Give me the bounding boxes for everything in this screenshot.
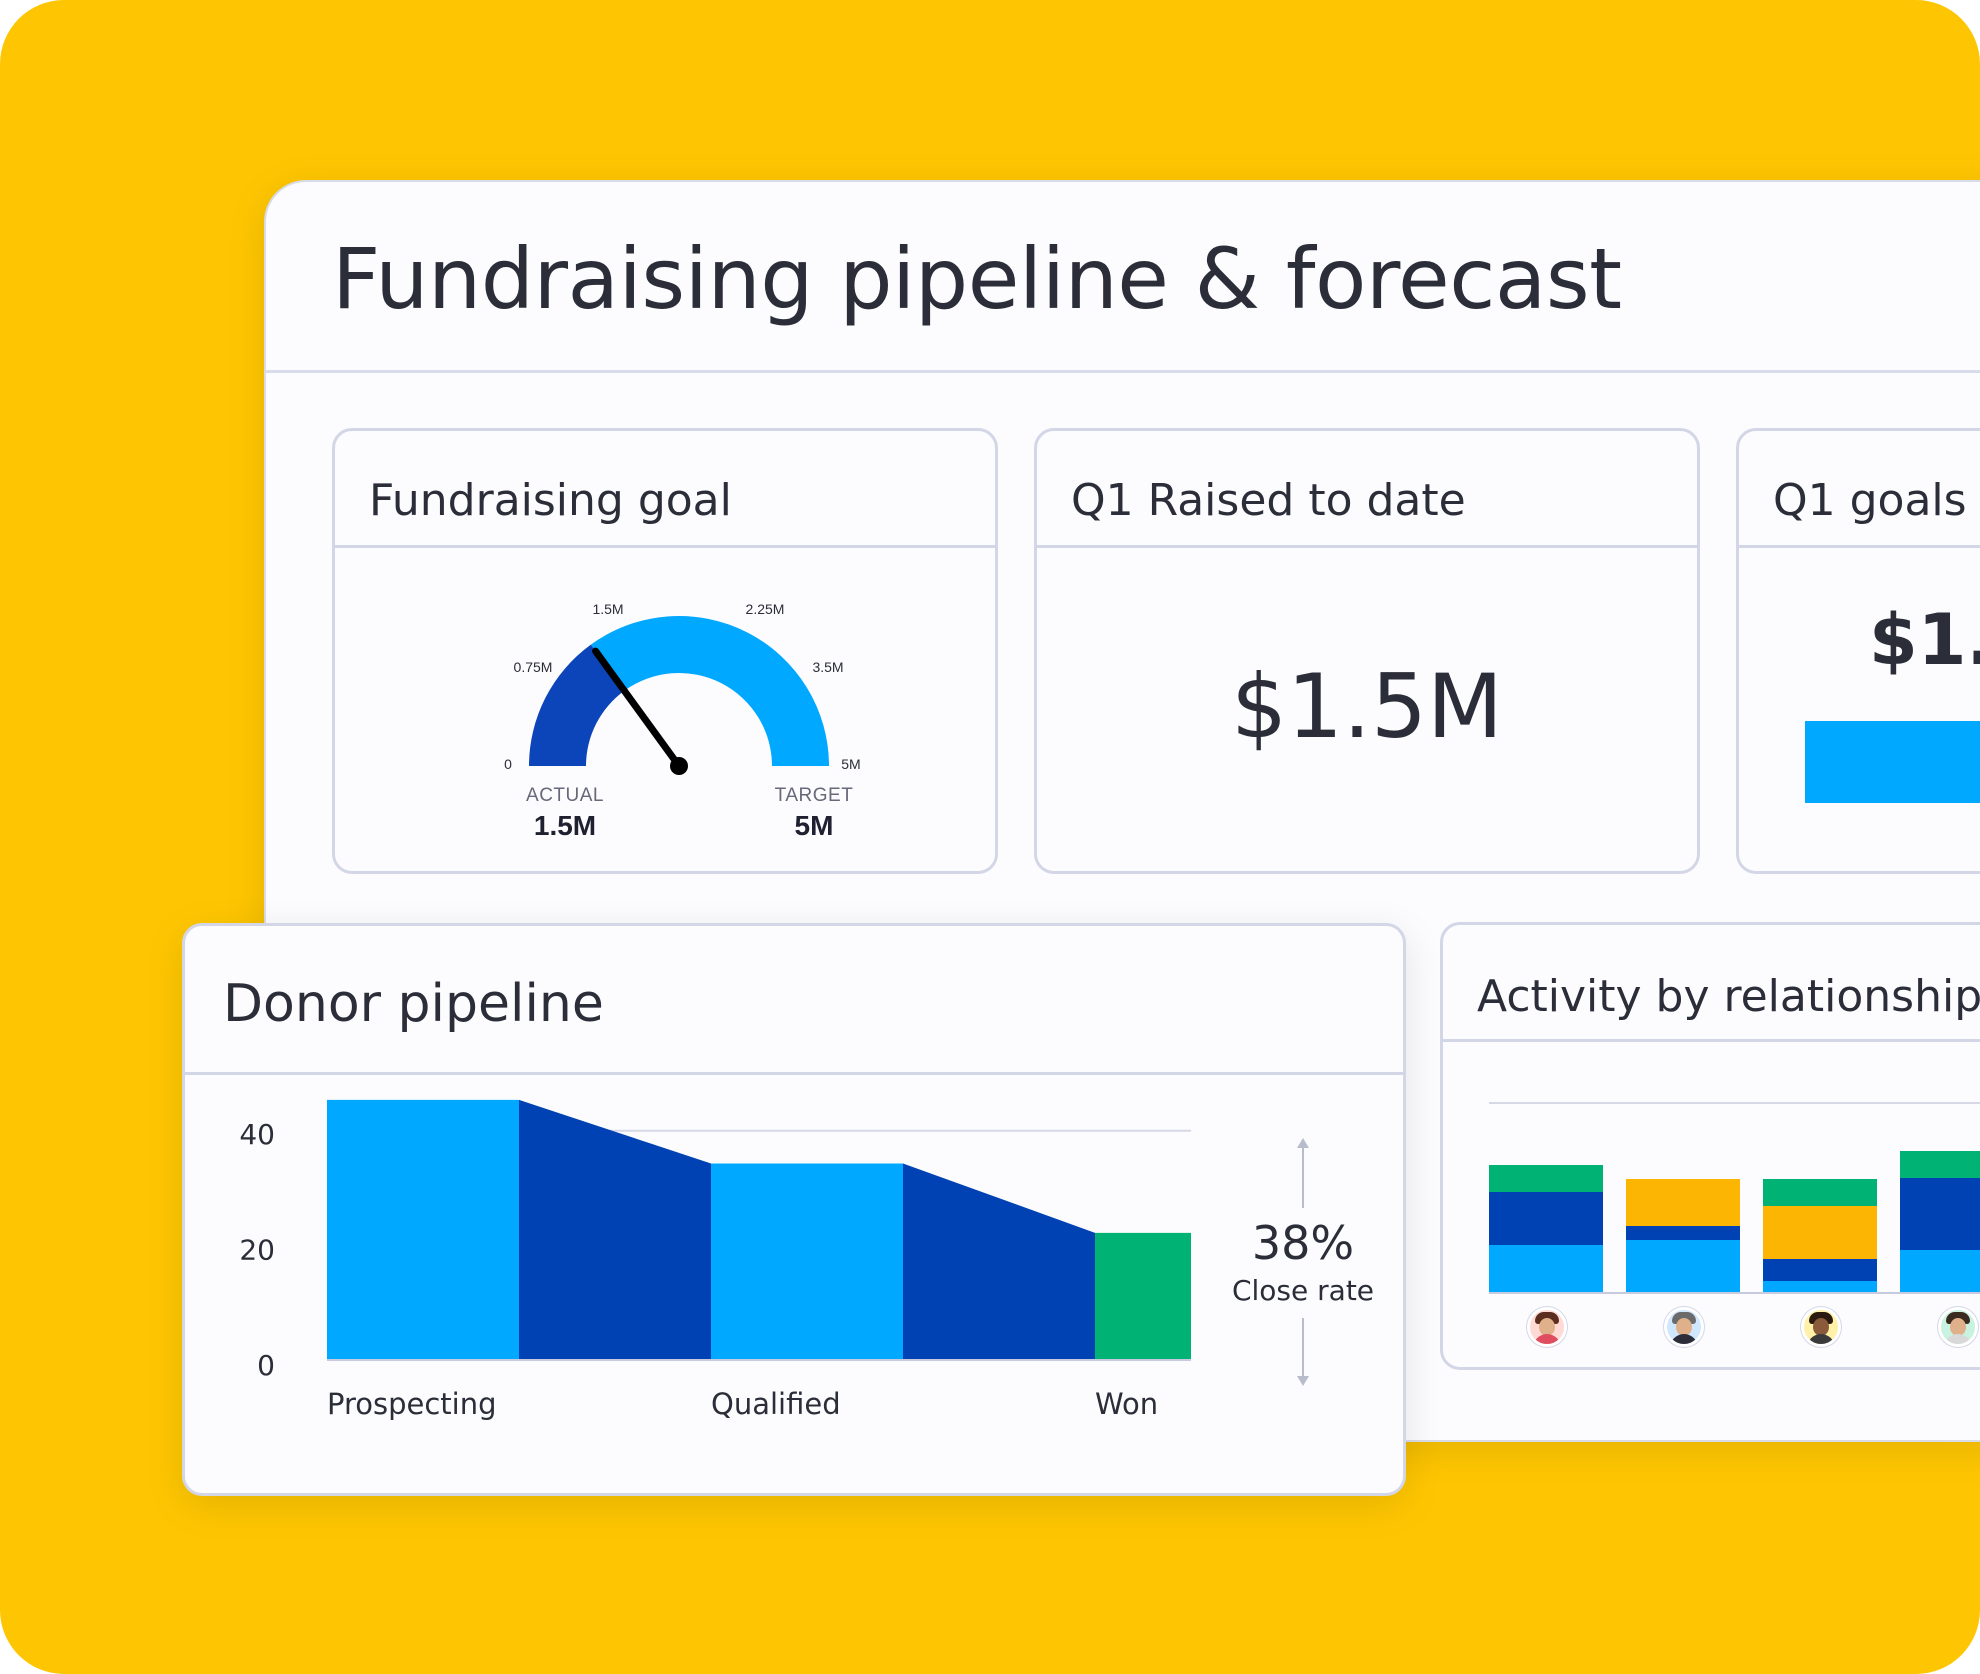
- fundraising-goal-widget[interactable]: Fundraising goal 0 0.75M 1.5M 2.25M 3.5M…: [332, 428, 998, 874]
- avatar-face: [1539, 1318, 1555, 1336]
- gauge-tick-label: 3.5M: [812, 659, 843, 675]
- target-value: 5M: [795, 810, 834, 841]
- gauge-tick-label: 0.75M: [514, 659, 553, 675]
- gauge-remaining-arc: [590, 616, 829, 766]
- pipeline-chart: 40 20 0 Prospecting Qualified Won 38% Close rat…: [239, 1099, 1374, 1421]
- activity-bar-segment: [1489, 1165, 1603, 1192]
- pipeline-segment: [903, 1163, 1095, 1360]
- activity-bar-segment: [1626, 1226, 1740, 1240]
- avatar-face: [1813, 1318, 1829, 1336]
- avatar-shirt: [1533, 1334, 1561, 1344]
- activity-bar-segment: [1900, 1178, 1980, 1250]
- avatar-shirt: [1807, 1334, 1835, 1344]
- y-tick-label: 0: [257, 1349, 275, 1382]
- gauge-max-label: 5M: [841, 756, 860, 772]
- q1-goals-progress-bar: [1805, 721, 1980, 803]
- title-divider: [266, 370, 1980, 373]
- widget-title: Fundraising goal: [369, 475, 732, 526]
- gauge-tick-label: 2.25M: [746, 601, 785, 617]
- avatar-person-2[interactable]: [1664, 1307, 1704, 1347]
- close-rate-value: 38%: [1252, 1216, 1354, 1270]
- avatar-person-4[interactable]: [1938, 1307, 1978, 1347]
- activity-bar-segment: [1763, 1206, 1877, 1259]
- q1-goals-widget[interactable]: Q1 goals $1.8: [1736, 428, 1980, 874]
- gauge-min-label: 0: [504, 756, 512, 772]
- gauge-needle: [592, 647, 683, 770]
- target-caption: TARGET: [775, 785, 854, 806]
- widget-divider: [1037, 545, 1697, 548]
- widget-title: Activity by relationship: [1477, 971, 1980, 1022]
- pipeline-segment: [327, 1099, 519, 1360]
- avatar-face: [1950, 1318, 1966, 1336]
- actual-caption: ACTUAL: [526, 785, 604, 806]
- activity-bar-segment: [1626, 1179, 1740, 1226]
- avatar-shirt: [1944, 1334, 1972, 1344]
- q1-raised-value: $1.5M: [1231, 655, 1503, 758]
- activity-bar-segment: [1900, 1151, 1980, 1178]
- gauge-actual-arc: [529, 644, 625, 766]
- gauge-tick-label: 1.5M: [592, 601, 623, 617]
- close-rate-arrowhead-down: [1297, 1376, 1309, 1386]
- pipeline-segment: [1095, 1232, 1191, 1360]
- stage-label: Qualified: [711, 1387, 841, 1421]
- activity-bar-segment: [1763, 1179, 1877, 1206]
- pipeline-segment: [519, 1099, 711, 1360]
- close-rate-label: Close rate: [1232, 1274, 1374, 1307]
- widget-title: Q1 goals: [1773, 475, 1967, 526]
- activity-bar-segment: [1763, 1259, 1877, 1281]
- fundraising-gauge: 0 0.75M 1.5M 2.25M 3.5M 5M ACTUAL 1.5M T…: [504, 601, 861, 841]
- close-rate-arrowhead-up: [1297, 1138, 1309, 1148]
- activity-bar-segment: [1489, 1192, 1603, 1245]
- widget-divider: [185, 1072, 1403, 1075]
- avatar-person-3[interactable]: [1801, 1307, 1841, 1347]
- gauge-needle-hub: [670, 757, 688, 775]
- dashboard-title: Fundraising pipeline & forecast: [332, 230, 1622, 328]
- widget-divider: [335, 545, 995, 548]
- actual-value: 1.5M: [534, 810, 596, 841]
- widget-title: Donor pipeline: [223, 974, 604, 1034]
- activity-chart: [1489, 1102, 1980, 1294]
- stage-label: Won: [1095, 1387, 1158, 1421]
- activity-bar-segment: [1763, 1281, 1877, 1293]
- avatar-person-1[interactable]: [1527, 1307, 1567, 1347]
- activity-by-relationship-widget[interactable]: Activity by relationship: [1440, 922, 1980, 1370]
- activity-bar-segment: [1900, 1250, 1980, 1293]
- activity-bar-segment: [1626, 1240, 1740, 1293]
- stage-label: Prospecting: [327, 1387, 497, 1421]
- widget-divider: [1443, 1039, 1980, 1042]
- activity-bar-segment: [1489, 1245, 1603, 1293]
- q1-raised-widget[interactable]: Q1 Raised to date $1.5M: [1034, 428, 1700, 874]
- widget-divider: [1739, 545, 1980, 548]
- y-tick-label: 40: [239, 1118, 275, 1151]
- q1-goals-value: $1.8: [1869, 599, 1980, 681]
- pipeline-segment: [711, 1163, 903, 1360]
- avatar-face: [1676, 1318, 1692, 1336]
- widget-title: Q1 Raised to date: [1071, 475, 1466, 526]
- y-tick-label: 20: [239, 1233, 275, 1266]
- avatar-shirt: [1670, 1334, 1698, 1344]
- donor-pipeline-widget[interactable]: Donor pipeline 40 20 0 Prospecting Qualified…: [182, 923, 1406, 1496]
